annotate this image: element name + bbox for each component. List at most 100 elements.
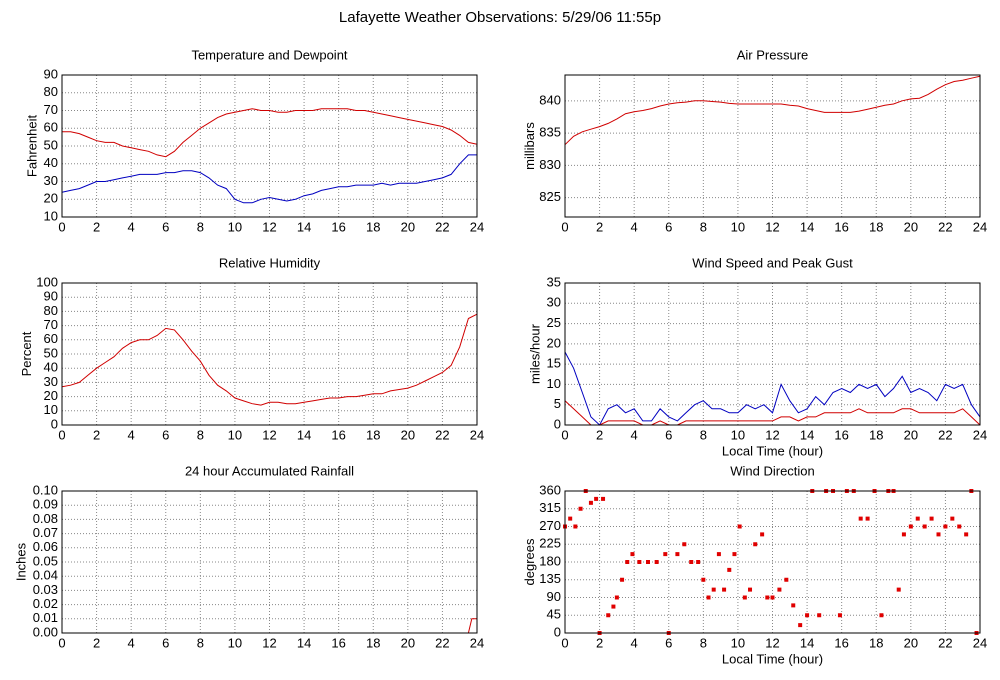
x-tick-label: 4	[128, 219, 135, 234]
y-tick-label: 30	[44, 374, 58, 389]
x-tick-label: 20	[904, 427, 918, 442]
x-tick-label: 2	[93, 219, 100, 234]
y-axis-label: miles/hour	[527, 323, 542, 384]
data-point	[784, 577, 789, 582]
x-tick-label: 18	[366, 427, 380, 442]
y-tick-label: 360	[539, 482, 561, 497]
data-point	[706, 595, 711, 600]
data-point	[620, 577, 625, 582]
data-point	[732, 552, 737, 557]
x-tick-label: 18	[869, 219, 883, 234]
data-point	[737, 524, 742, 529]
x-tick-label: 22	[435, 219, 449, 234]
x-tick-label: 2	[93, 635, 100, 650]
data-point	[765, 595, 770, 600]
x-tick-label: 12	[262, 219, 276, 234]
x-tick-label: 16	[834, 219, 848, 234]
y-tick-label: 0.10	[33, 482, 58, 497]
y-tick-label: 70	[44, 102, 58, 117]
data-point	[675, 552, 680, 557]
y-tick-label: 20	[44, 388, 58, 403]
data-point	[858, 516, 863, 521]
data-point	[964, 532, 969, 537]
data-point	[896, 587, 901, 592]
data-point	[578, 506, 583, 511]
data-point	[915, 516, 920, 521]
y-tick-label: 90	[44, 289, 58, 304]
data-point	[957, 524, 962, 529]
x-tick-label: 8	[197, 635, 204, 650]
y-tick-label: 30	[44, 173, 58, 188]
x-tick-label: 0	[561, 427, 568, 442]
x-tick-label: 22	[435, 635, 449, 650]
y-tick-label: 80	[44, 303, 58, 318]
x-tick-label: 20	[401, 219, 415, 234]
data-point	[798, 623, 803, 628]
data-point	[611, 604, 616, 609]
x-tick-label: 10	[731, 219, 745, 234]
y-tick-label: 835	[539, 125, 561, 140]
x-tick-label: 10	[731, 427, 745, 442]
x-tick-label: 2	[596, 219, 603, 234]
x-tick-label: 14	[800, 635, 814, 650]
x-tick-label: 20	[401, 635, 415, 650]
x-tick-label: 0	[58, 635, 65, 650]
data-point	[901, 532, 906, 537]
x-tick-label: 4	[631, 427, 638, 442]
y-tick-label: 135	[539, 571, 561, 586]
y-tick-label: 35	[547, 274, 561, 289]
y-tick-label: 0.06	[33, 539, 58, 554]
data-point	[588, 500, 593, 505]
data-line	[62, 108, 478, 158]
x-tick-label: 10	[228, 635, 242, 650]
y-tick-label: 225	[539, 536, 561, 551]
chart-title: Air Pressure	[737, 47, 809, 62]
x-axis-label: Local Time (hour)	[722, 651, 823, 666]
x-tick-label: 0	[58, 219, 65, 234]
data-point	[654, 560, 659, 564]
x-tick-label: 4	[631, 219, 638, 234]
x-tick-label: 24	[973, 635, 987, 650]
x-axis-label: Local Time (hour)	[722, 443, 823, 458]
x-tick-label: 16	[331, 219, 345, 234]
data-point	[663, 552, 668, 557]
y-tick-label: 30	[547, 295, 561, 310]
data-point	[929, 516, 934, 521]
plot-frame	[61, 282, 478, 426]
x-tick-label: 22	[938, 427, 952, 442]
y-tick-label: 40	[44, 360, 58, 375]
data-point	[936, 532, 941, 537]
plot-frame	[564, 282, 981, 426]
x-tick-label: 6	[162, 219, 169, 234]
y-tick-label: 25	[547, 315, 561, 330]
x-tick-label: 22	[435, 427, 449, 442]
y-tick-label: 0.00	[33, 624, 58, 639]
y-axis-label: Percent	[19, 331, 34, 376]
x-tick-label: 16	[331, 427, 345, 442]
x-tick-label: 16	[834, 635, 848, 650]
x-tick-label: 12	[262, 427, 276, 442]
y-tick-label: 825	[539, 189, 561, 204]
data-point	[696, 560, 701, 564]
data-point	[742, 595, 747, 600]
x-tick-label: 12	[765, 427, 779, 442]
y-tick-label: 0.08	[33, 511, 58, 526]
x-tick-label: 2	[596, 427, 603, 442]
x-tick-label: 6	[162, 427, 169, 442]
x-tick-label: 10	[228, 427, 242, 442]
x-tick-label: 14	[800, 427, 814, 442]
data-point	[689, 560, 694, 564]
x-tick-label: 18	[869, 635, 883, 650]
x-tick-label: 8	[700, 427, 707, 442]
data-line	[61, 154, 477, 204]
x-tick-label: 24	[973, 219, 987, 234]
plot-frame	[564, 74, 981, 218]
data-line	[564, 351, 981, 426]
y-tick-label: 20	[44, 191, 58, 206]
y-axis-label: degrees	[522, 538, 537, 585]
x-tick-label: 20	[904, 219, 918, 234]
y-tick-label: 0.03	[33, 582, 58, 597]
x-tick-label: 12	[765, 219, 779, 234]
x-tick-label: 4	[128, 427, 135, 442]
y-tick-label: 0.02	[33, 596, 58, 611]
